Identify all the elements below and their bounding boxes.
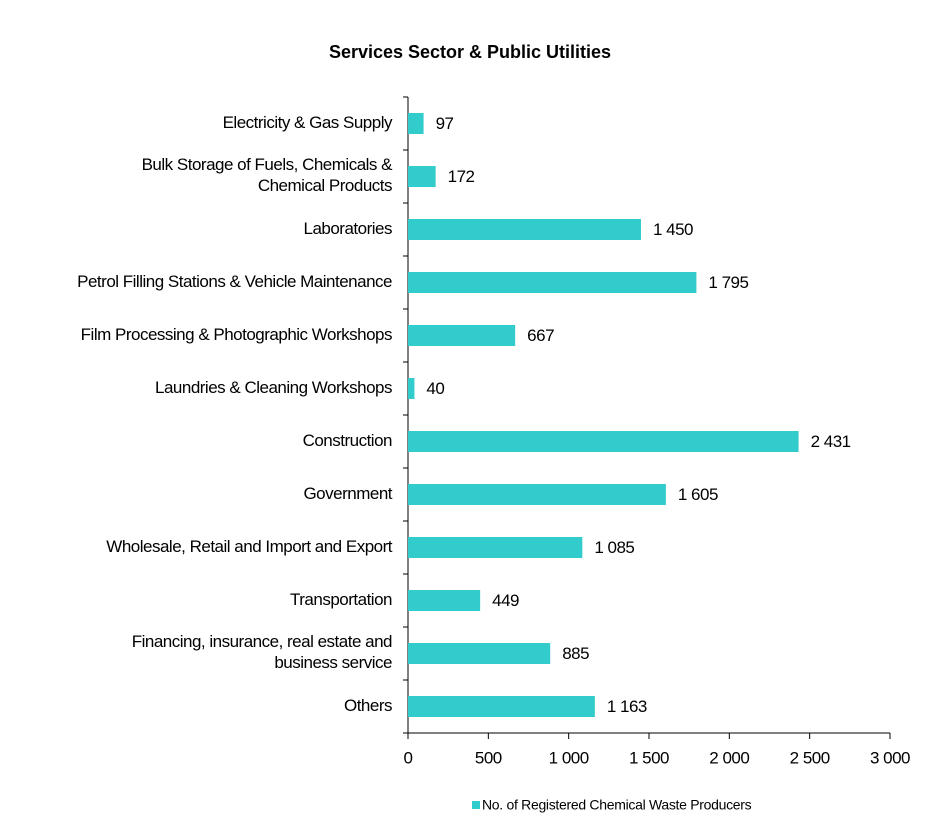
data-label: 885: [562, 644, 589, 663]
y-tick-label: Petrol Filling Stations & Vehicle Mainte…: [77, 272, 392, 291]
data-label: 449: [492, 591, 519, 610]
x-tick-label: 3 000: [870, 748, 910, 767]
x-tick-label: 2 000: [709, 748, 749, 767]
y-tick-label: Bulk Storage of Fuels, Chemicals & Chemic…: [142, 155, 394, 195]
bar: [408, 484, 666, 505]
y-tick-label: Electricity & Gas Supply: [223, 113, 393, 132]
data-label: 1 605: [678, 485, 718, 504]
y-tick-label: Construction: [303, 431, 392, 450]
bar: [408, 219, 641, 240]
bar: [408, 166, 436, 187]
bar: [408, 272, 697, 293]
bar: [408, 431, 799, 452]
legend-text: No. of Registered Chemical Waste Produce…: [482, 797, 752, 813]
bar: [408, 537, 583, 558]
y-tick-label: Financing, insurance, real estate and bus…: [132, 632, 392, 672]
chart-title: Services Sector & Public Utilities: [329, 42, 611, 62]
y-tick-label: Film Processing & Photographic Workshops: [81, 325, 392, 344]
x-tick-label: 2 500: [790, 748, 830, 767]
data-label: 667: [527, 326, 554, 345]
data-label: 2 431: [811, 432, 851, 451]
x-tick-label: 1 500: [629, 748, 669, 767]
bar: [408, 113, 424, 134]
bar: [408, 643, 551, 664]
data-label: 1 163: [607, 697, 647, 716]
data-label: 1 085: [594, 538, 634, 557]
x-tick-label: 1 000: [549, 748, 589, 767]
data-label: 172: [448, 167, 475, 186]
y-tick-label: Government: [303, 484, 392, 503]
data-label: 97: [436, 114, 454, 133]
data-label: 40: [426, 379, 444, 398]
y-tick-label: Transportation: [290, 590, 392, 609]
data-label: 1 795: [708, 273, 748, 292]
x-tick-label: 0: [404, 748, 413, 767]
data-label: 1 450: [653, 220, 693, 239]
legend-swatch: [472, 801, 480, 809]
y-tick-label: Laundries & Cleaning Workshops: [155, 378, 392, 397]
x-tick-label: 500: [475, 748, 502, 767]
bar: [408, 325, 516, 346]
bar: [408, 590, 481, 611]
y-tick-label: Laboratories: [303, 219, 392, 238]
y-tick-label: Others: [344, 696, 392, 715]
bar: [408, 378, 415, 399]
bar: [408, 696, 595, 717]
y-tick-label: Wholesale, Retail and Import and Export: [106, 537, 392, 556]
